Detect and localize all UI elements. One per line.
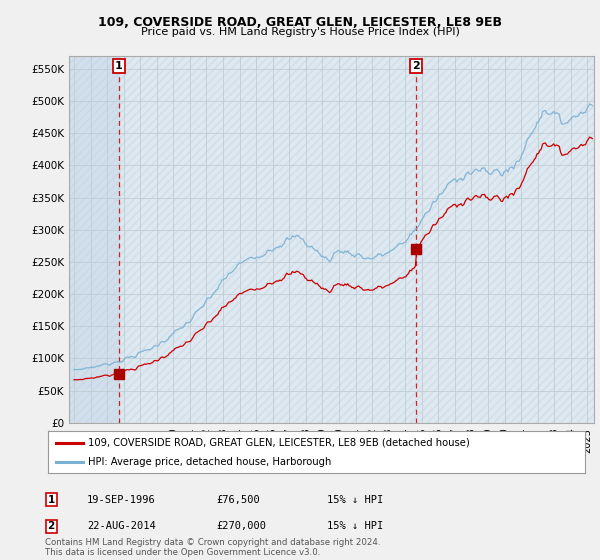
Text: 15% ↓ HPI: 15% ↓ HPI (327, 521, 383, 531)
Text: Contains HM Land Registry data © Crown copyright and database right 2024.
This d: Contains HM Land Registry data © Crown c… (45, 538, 380, 557)
Text: £76,500: £76,500 (216, 494, 260, 505)
Text: HPI: Average price, detached house, Harborough: HPI: Average price, detached house, Harb… (88, 457, 332, 467)
Text: 1: 1 (115, 61, 123, 71)
Text: 2: 2 (47, 521, 55, 531)
Text: 19-SEP-1996: 19-SEP-1996 (87, 494, 156, 505)
Text: £270,000: £270,000 (216, 521, 266, 531)
Text: 1: 1 (47, 494, 55, 505)
Text: 109, COVERSIDE ROAD, GREAT GLEN, LEICESTER, LE8 9EB (detached house): 109, COVERSIDE ROAD, GREAT GLEN, LEICEST… (88, 437, 470, 447)
Text: 15% ↓ HPI: 15% ↓ HPI (327, 494, 383, 505)
Text: 22-AUG-2014: 22-AUG-2014 (87, 521, 156, 531)
Text: 109, COVERSIDE ROAD, GREAT GLEN, LEICESTER, LE8 9EB: 109, COVERSIDE ROAD, GREAT GLEN, LEICEST… (98, 16, 502, 29)
Text: 2: 2 (412, 61, 419, 71)
Text: Price paid vs. HM Land Registry's House Price Index (HPI): Price paid vs. HM Land Registry's House … (140, 27, 460, 37)
